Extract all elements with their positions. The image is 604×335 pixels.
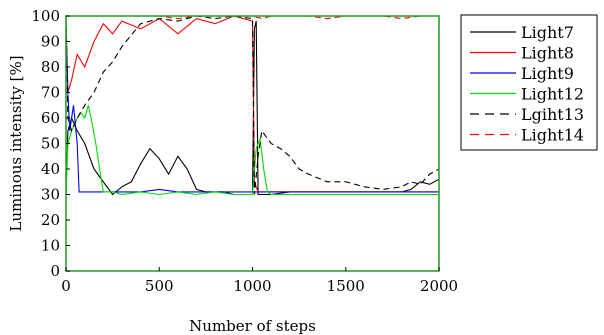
- y-axis-title: Luminous intensity [%]: [7, 55, 25, 231]
- x-tick-label: 1500: [327, 277, 365, 295]
- x-tick-label: 0: [61, 277, 71, 295]
- y-tick-label: 100: [31, 7, 60, 25]
- y-tick-label: 50: [41, 135, 60, 153]
- ticks-layer: 0 500 1000 1500 2000 0 10 20 30 40 50 60 70 80 90 100: [31, 7, 458, 295]
- y-tick-label: 30: [41, 186, 60, 204]
- legend-frame: [460, 14, 598, 151]
- x-axis-title: Number of steps: [189, 317, 316, 335]
- y-tick-label: 70: [41, 84, 60, 102]
- series-line-lgiht13: [65, 15, 440, 195]
- legend-label-light12: Light12: [521, 85, 584, 104]
- x-tick-label: 500: [145, 277, 174, 295]
- x-tick-label: 2000: [420, 277, 458, 295]
- y-tick-label: 20: [41, 211, 60, 229]
- series-line-light12: [65, 105, 439, 196]
- legend-label-light7: Light7: [521, 23, 574, 42]
- legend-label-light8: Light8: [521, 44, 574, 63]
- y-tick-label: 40: [41, 160, 60, 178]
- legend-label-light14: Light14: [521, 126, 584, 145]
- series-line-light9: [65, 28, 439, 193]
- y-tick-label: 80: [41, 58, 60, 76]
- legend-label-light9: Light9: [521, 64, 574, 83]
- legend-label-lgiht13: Lgiht13: [521, 105, 584, 124]
- y-tick-label: 90: [41, 33, 60, 51]
- series-layer: [65, 15, 440, 196]
- y-tick-label: 10: [41, 237, 60, 255]
- y-tick-label: 60: [41, 109, 60, 127]
- x-tick-label: 1000: [233, 277, 271, 295]
- y-tick-label: 0: [50, 262, 60, 280]
